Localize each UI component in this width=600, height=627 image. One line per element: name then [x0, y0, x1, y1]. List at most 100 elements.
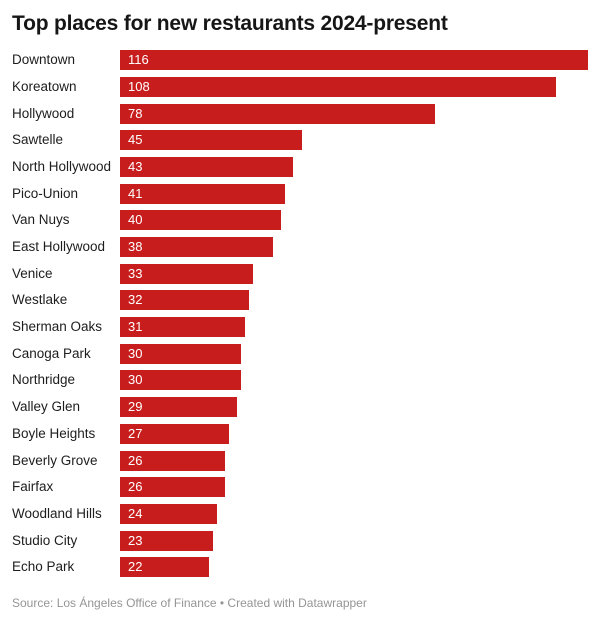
- category-label: Van Nuys: [12, 212, 70, 228]
- category-label: Valley Glen: [12, 399, 81, 415]
- category-label: East Hollywood: [12, 239, 106, 254]
- category-label: Echo Park: [12, 559, 75, 575]
- bar[interactable]: 43: [120, 156, 294, 177]
- bar[interactable]: 24: [120, 503, 217, 524]
- bar-track: 40: [120, 210, 588, 231]
- bar-track: 116: [120, 50, 588, 71]
- bar[interactable]: 31: [120, 317, 246, 338]
- bar[interactable]: 40: [120, 210, 282, 231]
- chart-row: East Hollywood 38: [12, 237, 588, 257]
- chart-title: Top places for new restaurants 2024-pres…: [12, 12, 448, 35]
- category-label: North Hollywood: [12, 158, 112, 174]
- value-label: 45: [128, 132, 143, 148]
- category-label: Sawtelle: [12, 132, 64, 148]
- bar[interactable]: 45: [120, 130, 302, 151]
- value-label: 26: [128, 452, 143, 468]
- bar[interactable]: 26: [120, 477, 225, 498]
- bar[interactable]: 33: [120, 263, 254, 284]
- value-label: 32: [128, 292, 143, 308]
- bar[interactable]: 30: [120, 370, 242, 391]
- bar-track: 27: [120, 423, 588, 444]
- value-label: 41: [128, 185, 143, 201]
- source-attribution: Source: Los Ángeles Office of Finance • …: [12, 596, 367, 611]
- bar[interactable]: 22: [120, 557, 209, 578]
- chart-row: Westlake 32: [12, 290, 588, 311]
- category-label: Hollywood: [12, 105, 75, 121]
- chart-row: Sherman Oaks 31: [12, 317, 588, 338]
- value-label: 78: [128, 105, 143, 121]
- bar-track: 31: [120, 317, 588, 338]
- chart-row: Canoga Park 30: [12, 343, 588, 364]
- bar-track: 38: [120, 237, 588, 257]
- chart-row: Koreatown 108: [12, 76, 588, 97]
- value-label: 38: [128, 239, 143, 254]
- bar-track: 23: [120, 530, 588, 551]
- chart-row: North Hollywood 43: [12, 156, 588, 177]
- chart-row: Valley Glen 29: [12, 397, 588, 418]
- category-label: Westlake: [12, 292, 68, 308]
- bar[interactable]: 29: [120, 397, 237, 418]
- chart-row: Echo Park 22: [12, 557, 588, 578]
- chart-row: Studio City 23: [12, 530, 588, 551]
- chart-row: Hollywood 78: [12, 103, 588, 124]
- value-label: 43: [128, 158, 143, 174]
- bar-track: 30: [120, 370, 588, 391]
- chart-row: Venice 33: [12, 263, 588, 284]
- chart-row: Pico-Union 41: [12, 183, 588, 204]
- value-label: 30: [128, 345, 143, 361]
- value-label: 24: [128, 505, 143, 521]
- bar[interactable]: 32: [120, 290, 250, 311]
- chart-row: Woodland Hills 24: [12, 503, 588, 524]
- bar-track: 108: [120, 76, 588, 97]
- bar-track: 29: [120, 397, 588, 418]
- chart-row: Van Nuys 40: [12, 210, 588, 231]
- category-label: Northridge: [12, 372, 76, 388]
- value-label: 26: [128, 479, 143, 495]
- bar[interactable]: 26: [120, 450, 225, 471]
- chart-row: Fairfax 26: [12, 477, 588, 498]
- bar-track: 22: [120, 557, 588, 578]
- category-label: Boyle Heights: [12, 425, 96, 441]
- chart-row: Northridge 30: [12, 370, 588, 391]
- bar-track: 43: [120, 156, 588, 177]
- bar-track: 78: [120, 103, 588, 124]
- bar[interactable]: 41: [120, 183, 286, 204]
- bar[interactable]: 27: [120, 423, 229, 444]
- bar-track: 32: [120, 290, 588, 311]
- bar-track: 33: [120, 263, 588, 284]
- category-label: Beverly Grove: [12, 452, 98, 468]
- bar[interactable]: 78: [120, 103, 435, 124]
- value-label: 31: [128, 319, 143, 335]
- chart-row: Beverly Grove 26: [12, 450, 588, 471]
- category-label: Venice: [12, 265, 53, 281]
- bar-chart: Downtown 116 Koreatown 108 Hollywood 78 Sawtel…: [12, 50, 588, 578]
- bar[interactable]: 38: [120, 237, 274, 257]
- bar[interactable]: 23: [120, 530, 213, 551]
- value-label: 33: [128, 265, 143, 281]
- category-label: Woodland Hills: [12, 505, 102, 521]
- bar-track: 24: [120, 503, 588, 524]
- category-label: Pico-Union: [12, 185, 79, 201]
- value-label: 29: [128, 399, 143, 415]
- category-label: Downtown: [12, 52, 76, 68]
- bar-track: 45: [120, 130, 588, 151]
- bar[interactable]: 30: [120, 343, 242, 364]
- value-label: 27: [128, 425, 143, 441]
- chart-row: Sawtelle 45: [12, 130, 588, 151]
- value-label: 22: [128, 559, 143, 575]
- category-label: Canoga Park: [12, 345, 91, 361]
- category-label: Koreatown: [12, 78, 77, 94]
- chart-row: Boyle Heights 27: [12, 423, 588, 444]
- category-label: Sherman Oaks: [12, 319, 103, 335]
- bar[interactable]: 108: [120, 76, 556, 97]
- bar-track: 41: [120, 183, 588, 204]
- value-label: 30: [128, 372, 143, 388]
- value-label: 108: [128, 78, 150, 94]
- category-label: Studio City: [12, 532, 78, 548]
- category-label: Fairfax: [12, 479, 54, 495]
- bar-track: 30: [120, 343, 588, 364]
- value-label: 23: [128, 532, 143, 548]
- chart-row: Downtown 116: [12, 50, 588, 71]
- bar[interactable]: 116: [120, 50, 588, 71]
